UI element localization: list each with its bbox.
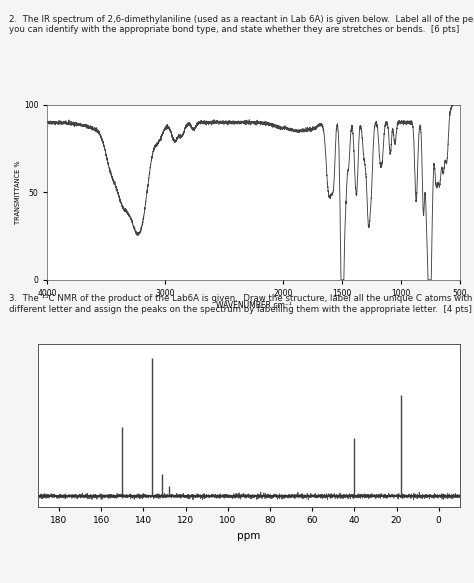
X-axis label: WAVENUMBER cm⁻¹: WAVENUMBER cm⁻¹ bbox=[216, 301, 292, 310]
Text: 3.  The ¹³C NMR of the product of the Lab6A is given.  Draw the structure, label: 3. The ¹³C NMR of the product of the Lab… bbox=[9, 294, 474, 314]
Text: 2.  The IR spectrum of 2,6-dimethylaniline (used as a reactant in Lab 6A) is giv: 2. The IR spectrum of 2,6-dimethylanilin… bbox=[9, 15, 474, 34]
X-axis label: ppm: ppm bbox=[237, 531, 261, 541]
Y-axis label: TRANSMITTANCE %: TRANSMITTANCE % bbox=[15, 160, 21, 224]
